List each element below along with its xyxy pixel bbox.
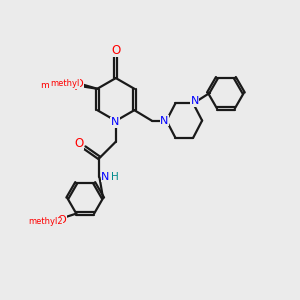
Text: methyl2: methyl2 [28, 218, 63, 226]
Text: H: H [111, 172, 119, 182]
Text: O: O [57, 214, 66, 224]
Text: O: O [74, 80, 82, 91]
Text: N: N [101, 172, 110, 182]
Text: N: N [111, 117, 119, 128]
Text: O: O [75, 79, 83, 89]
Text: methoxy: methoxy [40, 81, 80, 90]
Text: O: O [75, 137, 84, 150]
Text: N: N [190, 96, 199, 106]
Text: O: O [111, 44, 120, 57]
Text: N: N [160, 116, 169, 126]
Text: methyl: methyl [50, 79, 79, 88]
